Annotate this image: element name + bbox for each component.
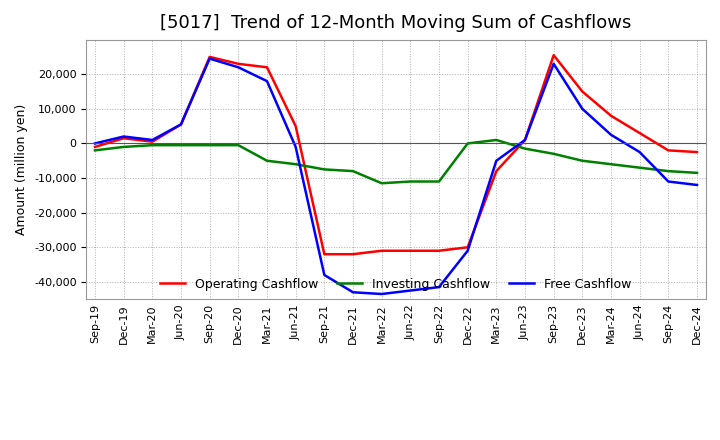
Investing Cashflow	[377, 180, 386, 186]
Line: Free Cashflow: Free Cashflow	[95, 59, 697, 294]
Title: [5017]  Trend of 12-Month Moving Sum of Cashflows: [5017] Trend of 12-Month Moving Sum of C…	[161, 15, 631, 33]
Investing Cashflow	[664, 169, 672, 174]
Investing Cashflow	[320, 167, 328, 172]
Line: Investing Cashflow: Investing Cashflow	[95, 140, 697, 183]
Operating Cashflow	[549, 52, 558, 58]
Investing Cashflow	[578, 158, 587, 163]
Investing Cashflow	[91, 148, 99, 153]
Operating Cashflow	[492, 169, 500, 174]
Free Cashflow	[348, 290, 357, 295]
Free Cashflow	[693, 182, 701, 187]
Operating Cashflow	[348, 252, 357, 257]
Free Cashflow	[234, 65, 243, 70]
Operating Cashflow	[377, 248, 386, 253]
Free Cashflow	[292, 144, 300, 150]
Free Cashflow	[549, 61, 558, 66]
Free Cashflow	[91, 141, 99, 146]
Operating Cashflow	[406, 248, 415, 253]
Free Cashflow	[521, 137, 529, 143]
Operating Cashflow	[464, 245, 472, 250]
Investing Cashflow	[120, 144, 128, 150]
Operating Cashflow	[664, 148, 672, 153]
Investing Cashflow	[234, 143, 243, 148]
Investing Cashflow	[176, 143, 185, 148]
Line: Operating Cashflow: Operating Cashflow	[95, 55, 697, 254]
Investing Cashflow	[521, 146, 529, 151]
Free Cashflow	[492, 158, 500, 163]
Operating Cashflow	[607, 113, 616, 118]
Investing Cashflow	[406, 179, 415, 184]
Free Cashflow	[464, 248, 472, 253]
Operating Cashflow	[320, 252, 328, 257]
Operating Cashflow	[148, 139, 157, 144]
Free Cashflow	[435, 284, 444, 290]
Operating Cashflow	[176, 122, 185, 127]
Operating Cashflow	[693, 150, 701, 155]
Operating Cashflow	[234, 61, 243, 66]
Free Cashflow	[205, 56, 214, 61]
Investing Cashflow	[635, 165, 644, 170]
Operating Cashflow	[263, 65, 271, 70]
Investing Cashflow	[435, 179, 444, 184]
Investing Cashflow	[205, 143, 214, 148]
Free Cashflow	[607, 132, 616, 137]
Investing Cashflow	[693, 170, 701, 176]
Free Cashflow	[664, 179, 672, 184]
Investing Cashflow	[464, 141, 472, 146]
Operating Cashflow	[292, 124, 300, 129]
Free Cashflow	[406, 288, 415, 293]
Investing Cashflow	[263, 158, 271, 163]
Free Cashflow	[578, 106, 587, 111]
Operating Cashflow	[120, 136, 128, 141]
Free Cashflow	[148, 137, 157, 143]
Operating Cashflow	[91, 144, 99, 150]
Free Cashflow	[320, 272, 328, 278]
Free Cashflow	[176, 122, 185, 127]
Operating Cashflow	[205, 54, 214, 59]
Free Cashflow	[377, 291, 386, 297]
Legend: Operating Cashflow, Investing Cashflow, Free Cashflow: Operating Cashflow, Investing Cashflow, …	[156, 272, 636, 296]
Operating Cashflow	[435, 248, 444, 253]
Y-axis label: Amount (million yen): Amount (million yen)	[16, 104, 29, 235]
Investing Cashflow	[148, 143, 157, 148]
Operating Cashflow	[521, 137, 529, 143]
Investing Cashflow	[348, 169, 357, 174]
Free Cashflow	[263, 78, 271, 84]
Free Cashflow	[635, 150, 644, 155]
Investing Cashflow	[549, 151, 558, 157]
Investing Cashflow	[607, 161, 616, 167]
Operating Cashflow	[635, 130, 644, 136]
Investing Cashflow	[492, 137, 500, 143]
Free Cashflow	[120, 134, 128, 139]
Investing Cashflow	[292, 161, 300, 167]
Operating Cashflow	[578, 89, 587, 94]
